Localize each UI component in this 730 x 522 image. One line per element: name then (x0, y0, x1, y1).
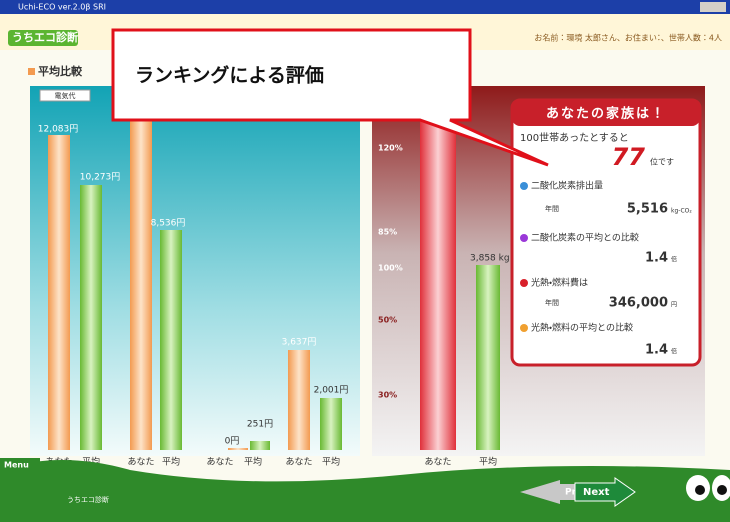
item-prefix: 年間 (545, 298, 559, 307)
bar (250, 441, 270, 450)
frog-pupil (717, 485, 727, 495)
section-bullet (28, 68, 35, 75)
tick-label: 30% (378, 391, 397, 400)
item-value: 1.4 (645, 251, 668, 266)
x-label: あなた (285, 457, 312, 468)
left-chart-panel (30, 86, 360, 456)
bar (160, 230, 182, 450)
x-label: 平均 (479, 456, 497, 468)
item-unit: 倍 (671, 348, 677, 356)
tick-label: 85% (378, 228, 397, 237)
x-label: あなた (424, 457, 451, 468)
x-label: 平均 (244, 456, 262, 468)
tick-label: 50% (378, 316, 397, 325)
bar-label: 0円 (225, 436, 240, 447)
bar (80, 185, 102, 450)
bar (228, 448, 248, 450)
app-window: Uchi-ECO ver.2.0β SRI うちエコ診断 お名前：環境 太郎さん… (0, 0, 730, 522)
bar-label: 3,637円 (282, 337, 317, 348)
menu[interactable]: Menu (4, 461, 29, 470)
window-controls[interactable] (700, 2, 726, 12)
section-title: 平均比較 (38, 64, 83, 78)
callout-text: ランキングによる評価 (135, 64, 324, 87)
bar (48, 135, 70, 450)
bar (320, 398, 342, 450)
bar-label: 251円 (247, 419, 273, 430)
item-value: 5,516 (627, 202, 668, 217)
bullet (520, 234, 528, 242)
bar-label: 2,001円 (314, 385, 349, 396)
bullet (520, 279, 528, 287)
rank: 77 (612, 143, 646, 171)
next-label[interactable]: Next (583, 487, 610, 498)
x-label: 平均 (322, 456, 340, 468)
item-prefix: 年間 (545, 204, 559, 213)
logo: うちエコ診断 (12, 30, 78, 44)
item-value: 1.4 (645, 343, 668, 358)
item-label: 光熱・燃料費は (531, 277, 588, 289)
x-label: あなた (206, 457, 233, 468)
rank-unit: 位です (650, 157, 674, 167)
item-label: 二酸化炭素排出量 (531, 180, 603, 192)
item-unit: 円 (671, 302, 677, 309)
x-label: あなた (127, 457, 154, 468)
bar-label: 12,083円 (38, 124, 79, 135)
bar (420, 100, 456, 450)
x-label: 平均 (162, 456, 180, 468)
bar (288, 350, 310, 450)
card-title: あなたの家族は！ (546, 106, 666, 122)
item-value: 346,000 (609, 296, 668, 311)
item-unit: kg-CO₂ (671, 208, 692, 215)
bullet (520, 182, 528, 190)
user-info: お名前：環境 太郎さん、お住まい：、世帯人数：4人 (534, 33, 722, 43)
bar-label: 10,273円 (80, 172, 121, 183)
title-bar (0, 0, 730, 14)
item-unit: 倍 (671, 256, 677, 264)
bullet (520, 324, 528, 332)
frog-pupil (695, 485, 705, 495)
app-name: うちエコ診断 (67, 495, 109, 504)
bar (130, 95, 152, 450)
tab-label[interactable]: 電気代 (55, 91, 76, 100)
bar (476, 265, 500, 450)
bar-label: 3,858 kg (470, 254, 510, 264)
bar-label: 8,536円 (151, 218, 186, 229)
item-label: 光熱・燃料の平均との比較 (531, 322, 633, 334)
window-title: Uchi-ECO ver.2.0β SRI (18, 3, 106, 12)
tick-label: 100% (378, 264, 403, 273)
item-label: 二酸化炭素の平均との比較 (531, 232, 639, 244)
tick-label: 120% (378, 144, 403, 153)
